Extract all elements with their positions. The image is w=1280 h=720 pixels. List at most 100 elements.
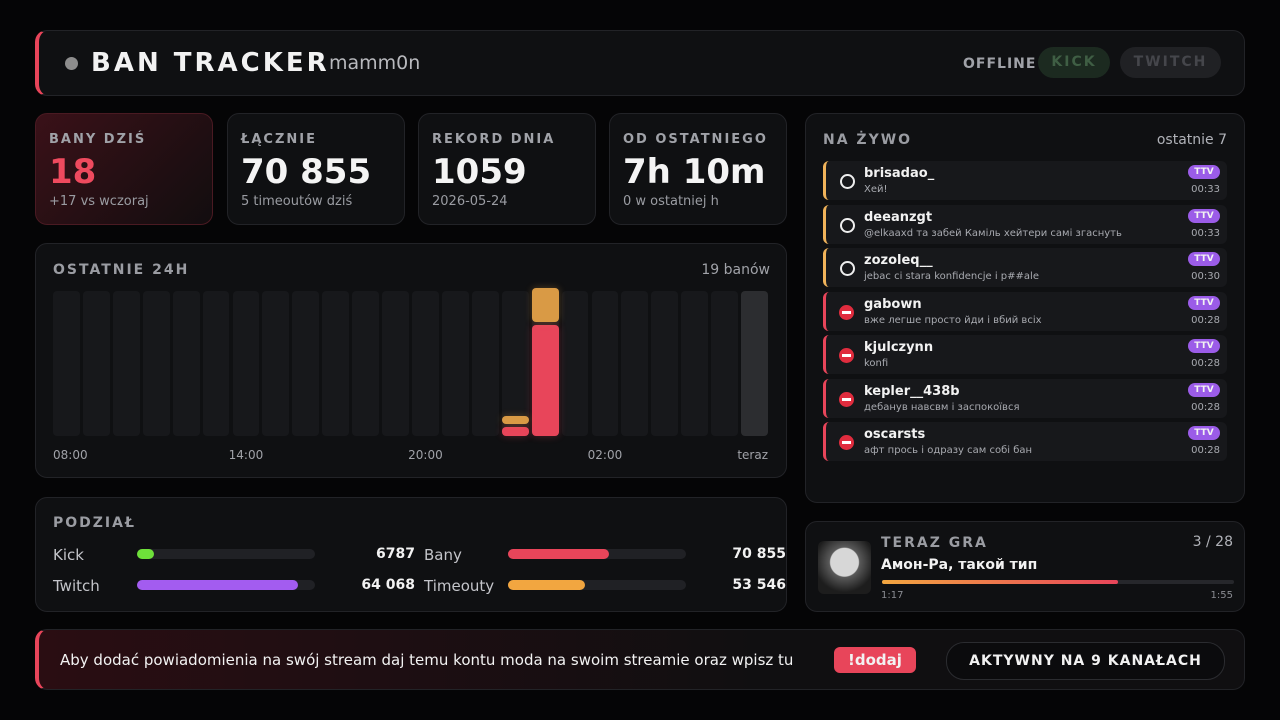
split-bar [137, 549, 155, 559]
duration: 1:55 [1210, 590, 1233, 601]
x-tick-label: 02:00 [587, 448, 623, 462]
stat-label: OD OSTATNIEGO [623, 132, 768, 147]
title: BAN TRACKER [91, 48, 330, 78]
x-tick-label: teraz [737, 448, 768, 462]
live-panel: NA ŻYWO ostatnie 7 brisadao_ Хей! TTV 00:33… [805, 113, 1245, 503]
footer: Aby dodać powiadomienia na swój stream d… [35, 629, 1245, 690]
live-item: oscarsts афт прось і одразу сам собі бан T… [823, 422, 1227, 461]
timeout-icon [840, 261, 855, 276]
split-bar [508, 549, 610, 559]
bar-slot [681, 291, 709, 436]
bar-slot [471, 291, 499, 436]
live-item: kepler__438b дебанув навсвм і заспокоївся… [823, 378, 1227, 418]
twitch-button[interactable]: TWITCH [1120, 47, 1221, 78]
kick-button[interactable]: KICK [1038, 47, 1110, 78]
split-value: 70 855 [732, 546, 786, 562]
bar-slot [651, 291, 679, 436]
split-track [508, 549, 686, 559]
stat-card: ŁĄCZNIE 70 855 5 timeoutów dziś [227, 113, 405, 225]
bar-slot [621, 291, 649, 436]
bar-segment [501, 427, 529, 436]
time: 00:28 [1191, 358, 1220, 369]
split-label: Kick [53, 546, 84, 564]
badge: TTV [1188, 339, 1220, 353]
live-item: deeanzgt @elkaaxd та забей Каміль хейтери… [823, 204, 1227, 244]
stat-value: 18 [49, 152, 97, 192]
message: вже легше просто йди і вбий всіх [864, 314, 1042, 326]
split-title: PODZIAŁ [53, 515, 136, 531]
bar-slot [142, 291, 170, 436]
stat-sub: 2026-05-24 [432, 194, 508, 209]
ban-icon [839, 391, 854, 407]
bar-slot [202, 291, 230, 436]
stat-card: BANY DZIŚ 18 +17 vs wczoraj [35, 113, 213, 225]
footer-text: Aby dodać powiadomienia na swój stream d… [60, 651, 794, 669]
bar-slot [501, 291, 529, 436]
bar-slot [591, 291, 619, 436]
ban-icon [839, 435, 854, 450]
username: kjulczynn [864, 340, 934, 355]
message: афт прось і одразу сам собі бан [864, 445, 1033, 456]
username: deeanzgt [864, 209, 933, 225]
stat-value: 1059 [432, 152, 527, 192]
timeout-icon [840, 217, 855, 233]
stat-value: 7h 10m [623, 152, 766, 192]
active-channels[interactable]: AKTYWNY NA 9 KANAŁACH [946, 642, 1225, 680]
track-position: 3 / 28 [1192, 534, 1233, 550]
username: gabown [864, 296, 922, 312]
x-tick-label: 08:00 [53, 448, 88, 462]
split-track [508, 580, 686, 590]
badge: TTV [1188, 165, 1220, 179]
bar-segment [531, 288, 559, 323]
username: brisadao_ [864, 166, 935, 181]
bar-slot [441, 291, 469, 436]
time: 00:28 [1191, 314, 1220, 326]
message: jebac ci stara konfidencje i p##ale [864, 271, 1039, 282]
live-subtitle: ostatnie 7 [1156, 132, 1227, 148]
message: konfi [864, 358, 889, 369]
stat-card: OD OSTATNIEGO 7h 10m 0 w ostatniej h [609, 113, 787, 225]
stat-card: REKORD DNIA 1059 2026-05-24 [418, 113, 596, 225]
time: 00:28 [1191, 445, 1220, 456]
split-track [137, 580, 315, 590]
now-playing-title: TERAZ GRA [881, 535, 988, 551]
live-item: gabown вже легше просто йди і вбий всіх TT… [823, 291, 1227, 331]
stat-sub: 5 timeoutów dziś [241, 194, 353, 209]
bar-slot [561, 291, 589, 436]
bar-slot [262, 291, 290, 436]
chart-subtitle: 19 banów [701, 262, 770, 278]
split-label: Timeouty [424, 577, 495, 595]
time: 00:33 [1191, 227, 1220, 239]
progress-bar [882, 580, 1118, 584]
split-label: Bany [424, 546, 462, 564]
bar-slot [382, 291, 409, 436]
x-tick-label: 20:00 [408, 448, 443, 462]
chart-title: OSTATNIE 24H [53, 262, 190, 278]
timeout-icon [840, 174, 855, 189]
bar-segment [501, 415, 529, 425]
now-playing: TERAZ GRA 3 / 28 Амон-Ра, такой тип 1:17… [805, 521, 1245, 612]
bar-slot [352, 291, 380, 436]
stat-sub: +17 vs wczoraj [49, 194, 149, 209]
x-tick-label: 14:00 [228, 448, 264, 462]
badge: TTV [1188, 382, 1220, 397]
command: !dodaj [834, 647, 916, 673]
split-value: 6787 [376, 546, 415, 562]
badge: TTV [1188, 252, 1220, 266]
username: zozoleq__ [864, 253, 933, 268]
stat-label: ŁĄCZNIE [241, 132, 317, 147]
time: 00:30 [1191, 271, 1220, 282]
ban-icon [839, 348, 854, 363]
split-bar [508, 580, 585, 590]
bar-slot [112, 291, 140, 436]
split-value: 53 546 [732, 577, 786, 593]
status-dot [65, 57, 78, 70]
elapsed: 1:17 [881, 590, 904, 601]
split-value: 64 068 [361, 577, 415, 593]
live-title: NA ŻYWO [823, 132, 913, 148]
live-item: zozoleq__jebac ci stara konfidencje i p#… [823, 248, 1227, 287]
message: @elkaaxd та забей Каміль хейтери самі зг… [864, 227, 1122, 239]
stat-label: BANY DZIŚ [49, 132, 147, 147]
badge: TTV [1188, 208, 1220, 223]
